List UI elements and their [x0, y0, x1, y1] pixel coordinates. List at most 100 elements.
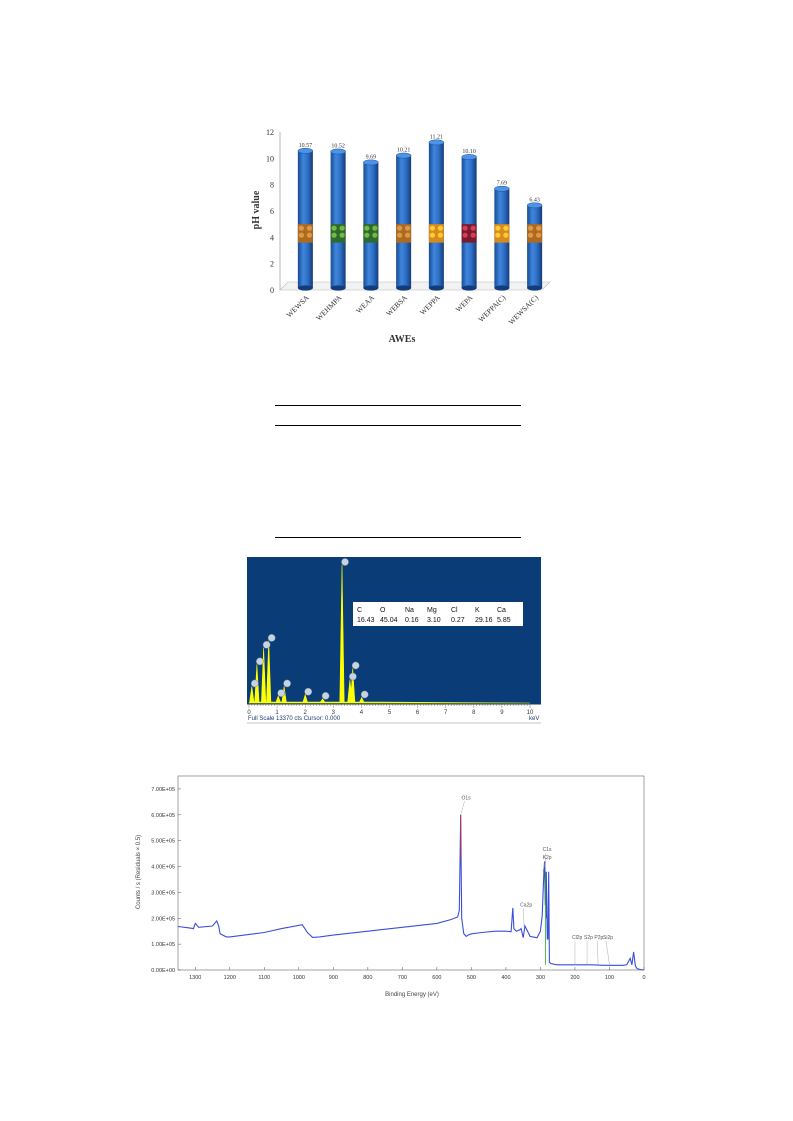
eds-table-header: Mg [427, 607, 437, 614]
ph-bar-photo-dot [339, 225, 345, 231]
ph-chart-y-tick-label: 10 [266, 154, 274, 163]
eds-x-tick-label: 7 [444, 710, 448, 716]
eds-x-tick-label: 3 [332, 710, 336, 716]
ph-bar-photo-dot [306, 225, 312, 231]
ph-bar-photo-dot [405, 225, 411, 231]
ph-bar-cap [526, 202, 543, 209]
xps-y-axis-label: Counts / s (Residuals × 0.5) [136, 835, 142, 909]
xps-x-tick-label: 1300 [189, 975, 201, 981]
xps-annotation-label: Cl2p [572, 935, 583, 941]
eds-spectrum-plot [248, 558, 531, 704]
ph-bar-cap [494, 185, 510, 192]
xps-x-tick-label: 700 [398, 975, 407, 981]
xps-y-tick-label: 5.00E+05 [151, 839, 175, 845]
ph-bar-base [461, 285, 477, 291]
xps-annotation-label: P2p [594, 935, 603, 941]
ph-chart-axes: 0 2 4 6 8 10 12 [266, 128, 551, 295]
xps-x-tick-label: 600 [432, 975, 441, 981]
xps-y-tick-label: 6.00E+05 [151, 813, 175, 819]
ph-bar-body [297, 150, 313, 288]
ph-bar-photo-dot [495, 232, 501, 238]
eds-x-tick-label: 1 [275, 710, 279, 716]
ph-bar-photo-dot [528, 225, 534, 231]
eds-composition-table: C O Na Mg Cl K Ca 16.43 45.04 0.16 3.10 0.27 29.16 5.… [353, 602, 523, 626]
ph-bar-photo-dot [536, 225, 542, 231]
xps-annotation-leader [542, 860, 546, 872]
eds-table-value: 0.16 [405, 617, 419, 624]
ph-bar-base [428, 285, 444, 291]
ph-chart-y-tick-label: 8 [270, 181, 274, 190]
table-header-rule [275, 425, 521, 426]
ph-chart-x-tick-label: WEPPA [418, 293, 442, 317]
ph-bar-cap [363, 159, 379, 166]
xps-annotation-label: O1s [462, 795, 472, 801]
ph-bar-photo-dot [364, 225, 370, 231]
ph-bar: 10.21 [395, 148, 412, 291]
xps-x-tick-label: 800 [363, 975, 372, 981]
eds-peak-marker [267, 634, 276, 642]
ph-bar-photo-dot [331, 225, 337, 231]
xps-annotation-label: K2p [543, 855, 552, 861]
ph-chart-x-axis-label: AWEs [389, 334, 416, 345]
ph-bar-cap [330, 148, 346, 155]
xps-x-tick-label: 200 [570, 975, 579, 981]
ph-bar-photo-dot [437, 225, 443, 231]
xps-annotation-label: Ca2p [520, 903, 532, 909]
ph-bar-body [461, 157, 477, 288]
eds-table-value: 29.16 [475, 617, 493, 624]
ph-bar-data-label: 10.52 [331, 143, 345, 149]
xps-annotation-label: Si2p [603, 935, 613, 941]
table-top-rule [275, 405, 521, 406]
xps-x-tick-label: 0 [642, 975, 645, 981]
xps-y-tick-label: 0.00E+00 [151, 968, 175, 974]
ph-chart-x-tick-label: WEHMPA [314, 293, 344, 323]
ph-bar-data-label: 10.10 [462, 149, 476, 155]
ph-bar-photo-dot [528, 232, 534, 238]
ph-bar-cap [428, 139, 445, 146]
ph-chart-x-tick-label: WEPPA(C) [476, 293, 507, 324]
ph-bar-photo-dot [372, 232, 378, 238]
ph-bar-data-label: 10.21 [397, 148, 411, 154]
ph-bar-photo-dot [298, 232, 304, 238]
ph-chart-x-tick-label: WEAA [354, 293, 377, 316]
ph-bar-photo-dot [470, 232, 476, 238]
ph-bar: 6.43 [526, 197, 543, 291]
eds-x-tick-label: 0 [247, 710, 251, 716]
eds-peak-marker [321, 692, 330, 700]
ph-chart-x-tick-labels: WEWSA WEHMPA WEAA WEBSA WEPPA WEPA WEPPA(C) WEW… [284, 293, 540, 327]
eds-peak-marker [283, 679, 291, 688]
ph-bar-data-label: 11.21 [430, 134, 443, 140]
ph-bar-base [330, 285, 346, 291]
eds-table-value: 16.43 [357, 617, 375, 624]
eds-peak-marker [262, 640, 271, 649]
xps-annotation-leader [605, 940, 610, 965]
ph-chart-x-tick-label: WEPA [454, 293, 475, 314]
eds-x-tick-label: 4 [360, 710, 364, 716]
ph-bar-chart: 0 2 4 6 8 10 12 10.57 10.52 9.69 10.21 11.21 10.10 7… [251, 128, 551, 345]
ph-chart-x-tick-label: WEWSA(C) [507, 293, 541, 327]
eds-table-box [353, 602, 523, 626]
eds-peak-marker [349, 672, 357, 681]
ph-bar-photo-dot [429, 225, 435, 231]
eds-table-header: Ca [497, 607, 506, 614]
eds-x-tick-label: 6 [416, 710, 420, 716]
eds-table-header: K [475, 607, 480, 614]
ph-bar-base [297, 285, 313, 291]
ph-bar-photo-dot [397, 232, 403, 238]
ph-chart-y-tick-label: 4 [270, 233, 274, 242]
eds-x-tick-label: 8 [472, 710, 476, 716]
ph-bar-photo-dot [298, 225, 304, 231]
ph-chart-y-tick-label: 0 [270, 286, 274, 295]
eds-plot-background [247, 557, 541, 704]
eds-peak-marker [304, 687, 313, 696]
ph-bar-photo-dot [462, 232, 468, 238]
ph-bar-photo-dot [462, 225, 468, 231]
ph-bar-cap [395, 152, 412, 159]
ph-bar-base [363, 285, 379, 291]
eds-table-value: 3.10 [427, 617, 441, 624]
eds-table-value: 0.27 [451, 617, 465, 624]
ph-bar-data-label: 9.69 [366, 154, 377, 160]
xps-annotation-label: C1s [543, 847, 552, 853]
eds-spectrum-chart: 0 1 2 3 4 5 6 7 8 9 10 C O Na Mg Cl K Ca 16.43 45.04 0.16 3.… [247, 557, 541, 724]
eds-footer: Full Scale 13370 cts Cursor: 0.000 [248, 716, 341, 722]
